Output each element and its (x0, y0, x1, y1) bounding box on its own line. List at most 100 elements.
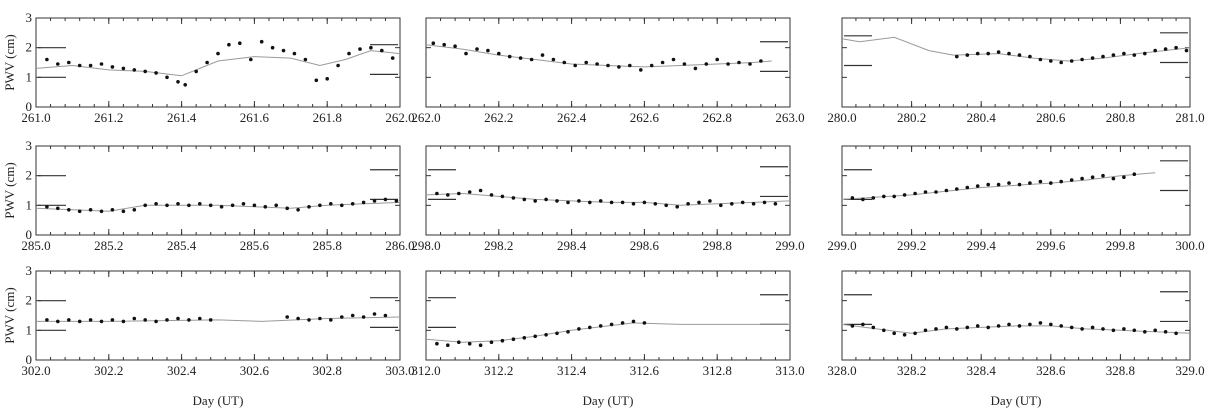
data-point (369, 46, 373, 50)
panel-3: 280.0 280.2 280.4 280.6 280.8 281.0 (827, 18, 1204, 125)
data-point (457, 192, 461, 196)
data-point (318, 317, 322, 321)
data-point (122, 67, 126, 71)
data-point (913, 192, 917, 196)
data-point (512, 196, 516, 200)
plot-frame (36, 146, 400, 235)
x-tick-label: 328.0 (827, 363, 856, 378)
data-point (544, 198, 548, 202)
data-point (588, 326, 592, 330)
data-point (705, 62, 709, 66)
data-point (475, 47, 479, 51)
data-point (945, 189, 949, 193)
data-point (563, 61, 567, 65)
plot-frame (36, 18, 400, 107)
data-point (872, 326, 876, 330)
x-tick-label: 328.8 (1106, 363, 1135, 378)
x-tick-label: 262.4 (557, 110, 587, 125)
x-tick-label: 263.0 (775, 110, 804, 125)
data-point (1007, 323, 1011, 327)
data-point (1049, 181, 1053, 185)
data-point (759, 59, 763, 63)
data-point (220, 205, 224, 209)
plot-frame (36, 271, 400, 360)
data-point (945, 326, 949, 330)
data-point (726, 62, 730, 66)
x-tick-label: 303.0 (385, 363, 414, 378)
data-point (1049, 59, 1053, 63)
data-point (154, 320, 158, 324)
data-point (362, 315, 366, 319)
data-point (508, 55, 512, 59)
data-point (664, 204, 668, 208)
data-point (976, 324, 980, 328)
data-point (1153, 49, 1157, 53)
data-point (1174, 46, 1178, 50)
panel-4: 285.0 285.2 285.4 285.6 285.8 286.0 0 1 2 3 PWV (c… (2, 138, 415, 253)
data-point (533, 199, 537, 203)
data-point (1164, 330, 1168, 334)
data-point (1028, 55, 1032, 59)
data-point (435, 192, 439, 196)
data-point (373, 199, 377, 203)
data-point (924, 190, 928, 194)
x-tick-label: 285.8 (313, 238, 342, 253)
data-point (89, 64, 93, 68)
data-point (1101, 327, 1105, 331)
data-point (1122, 175, 1126, 179)
data-point (997, 183, 1001, 187)
x-tick-label: 262.0 (385, 110, 414, 125)
data-point (621, 201, 625, 205)
data-point (100, 210, 104, 214)
data-point (1070, 59, 1074, 63)
y-tick-label: 1 (26, 69, 33, 84)
data-point (216, 52, 220, 56)
data-point (617, 65, 621, 69)
data-point (675, 205, 679, 209)
data-point (774, 202, 778, 206)
plot-frame (842, 146, 1190, 235)
data-point (468, 342, 472, 346)
x-axis-label: Day (UT) (193, 393, 244, 408)
data-point (165, 204, 169, 208)
x-tick-label: 312.0 (411, 363, 440, 378)
data-point (490, 193, 494, 197)
x-tick-label: 302.2 (94, 363, 123, 378)
data-point (358, 47, 362, 51)
data-point (694, 67, 698, 71)
data-point (1007, 181, 1011, 185)
data-point (997, 324, 1001, 328)
panel-8: 312.0 312.2 312.4 312.6 312.8 313.0 Day (UT) (411, 271, 804, 408)
data-point (573, 64, 577, 68)
data-point (1028, 181, 1032, 185)
data-point (541, 53, 545, 57)
x-tick-label: 312.8 (703, 363, 732, 378)
data-point (1080, 177, 1084, 181)
data-point (1059, 61, 1063, 65)
data-point (628, 64, 632, 68)
data-point (111, 208, 115, 212)
data-point (176, 202, 180, 206)
data-point (122, 320, 126, 324)
x-tick-label: 261.8 (313, 110, 342, 125)
x-tick-label: 298.0 (411, 238, 440, 253)
data-point (479, 189, 483, 193)
model-curve (426, 323, 790, 342)
data-point (340, 315, 344, 319)
data-point (903, 333, 907, 337)
data-point (143, 318, 147, 322)
data-point (643, 201, 647, 205)
data-point (154, 202, 158, 206)
data-point (1091, 326, 1095, 330)
data-point (1049, 323, 1053, 327)
data-point (315, 79, 319, 83)
data-point (490, 340, 494, 344)
data-point (555, 332, 559, 336)
data-point (566, 201, 570, 205)
data-point (1080, 327, 1084, 331)
x-tick-label: 262.0 (411, 110, 440, 125)
data-point (391, 56, 395, 60)
x-tick-label: 298.4 (557, 238, 587, 253)
data-point (1018, 324, 1022, 328)
